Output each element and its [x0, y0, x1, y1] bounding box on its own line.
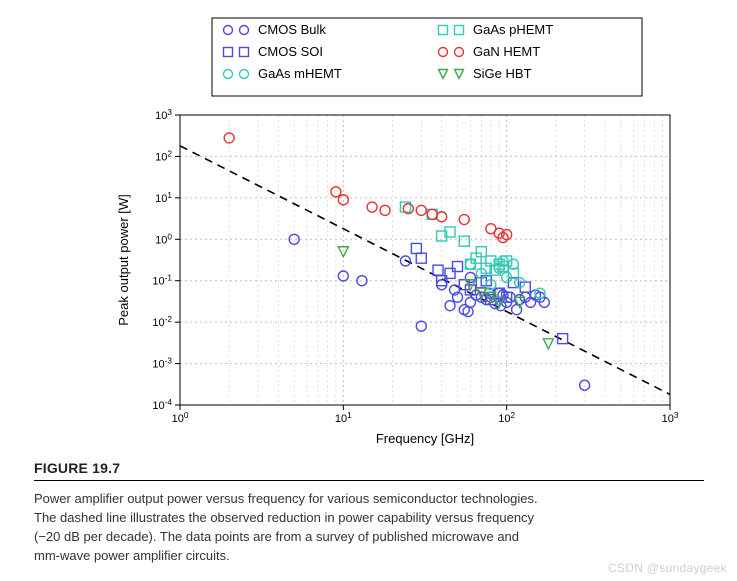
caption-line: Power amplifier output power versus freq… — [34, 491, 538, 506]
caption-line: The dashed line illustrates the observed… — [34, 510, 534, 525]
chart-svg: 10010110210310-410-310-210-1100101102103… — [60, 10, 710, 450]
svg-text:CMOS SOI: CMOS SOI — [258, 44, 323, 59]
svg-text:GaAs mHEMT: GaAs mHEMT — [258, 66, 342, 81]
svg-text:GaN HEMT: GaN HEMT — [473, 44, 540, 59]
svg-text:Frequency [GHz]: Frequency [GHz] — [376, 431, 474, 446]
watermark: CSDN @sundaygeek — [608, 561, 727, 575]
svg-text:GaAs pHEMT: GaAs pHEMT — [473, 22, 553, 37]
svg-text:Peak output power [W]: Peak output power [W] — [116, 194, 131, 326]
figure-label: FIGURE 19.7 — [34, 460, 120, 476]
caption-line: mm-wave power amplifier circuits. — [34, 548, 230, 563]
scatter-chart: 10010110210310-410-310-210-1100101102103… — [60, 10, 710, 450]
figure-caption: Power amplifier output power versus freq… — [34, 490, 704, 565]
divider — [34, 480, 704, 481]
svg-text:SiGe HBT: SiGe HBT — [473, 66, 532, 81]
caption-line: (−20 dB per decade). The data points are… — [34, 529, 519, 544]
svg-text:CMOS Bulk: CMOS Bulk — [258, 22, 326, 37]
